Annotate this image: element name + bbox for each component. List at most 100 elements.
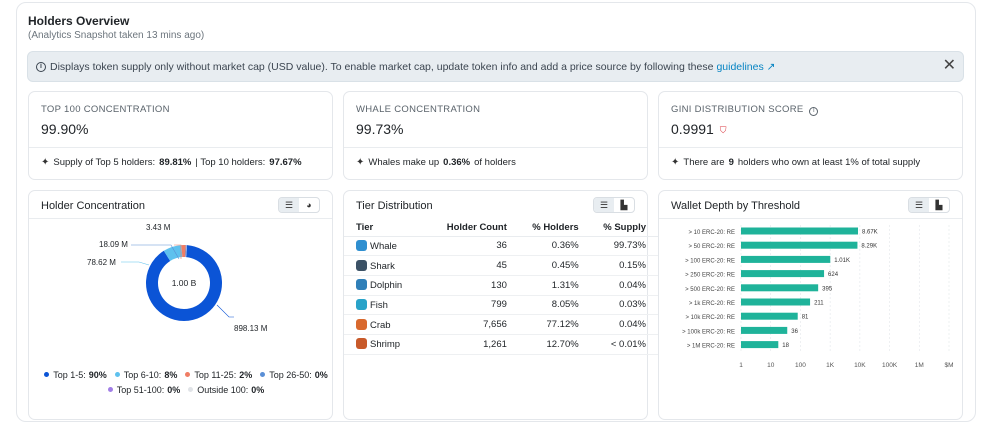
legend-label: Top 51-100: [117,385,165,395]
legend-label: Top 6-10: [124,370,162,380]
foot-value: 97.67% [269,157,301,168]
x-tick-label: 1M [915,362,924,369]
y-category-label: > 1k ERC-20: RE [689,301,735,307]
top100-concentration-card: TOP 100 CONCENTRATION 99.90% ✦ Supply of… [28,91,333,180]
depth-bar[interactable] [741,228,858,235]
legend-item[interactable]: Top 51-100:0% [108,385,181,395]
legend-value: 0% [167,385,180,395]
page-title: Holders Overview [28,14,129,28]
y-category-label: > 10 ERC-20: RE [688,230,735,236]
tier-name: Whale [370,241,397,252]
column-header[interactable]: Holder Count [430,219,519,236]
foot-text: of holders [474,157,516,168]
depth-bar[interactable] [741,242,857,249]
gini-value: 0.9991 [671,121,714,137]
bar-data-label: 211 [814,301,824,307]
tier-cell: Crab [344,315,430,335]
close-icon[interactable]: ✕ [943,57,956,75]
tier-count-cell: 1,261 [430,334,519,354]
tier-holders-cell: 8.05% [519,295,591,315]
tier-name: Fish [370,300,388,311]
bar-chart-icon[interactable]: ▙ [929,198,949,212]
tier-supply-cell: 0.03% [591,295,658,315]
foot-value: 89.81% [159,157,191,168]
legend-value: 0% [251,385,264,395]
tier-holders-cell: 77.12% [519,315,591,335]
legend-label: Top 1-5: [53,370,86,380]
legend-dot [115,372,120,377]
list-view-icon[interactable]: ☰ [594,198,614,212]
alert-text: Displays token supply only without marke… [50,61,713,73]
stat-value: 99.90% [41,121,88,137]
y-category-label: > 1M ERC-20: RE [687,344,735,350]
stat-label: GINI DISTRIBUTION SCORE i [671,104,818,116]
list-view-icon[interactable]: ☰ [909,198,929,212]
tier-name: Dolphin [370,280,402,291]
info-icon: i [36,62,46,72]
donut-legend: Top 1-5:90% Top 6-10:8% Top 11-25:2% Top 26… [29,369,343,380]
x-tick-label: 10K [854,362,866,369]
tier-supply-cell: 0.04% [591,275,658,295]
legend-item[interactable]: Top 1-5:90% [44,370,107,380]
depth-bar[interactable] [741,284,818,291]
x-tick-label: 1K [826,362,835,369]
donut-legend: Top 51-100:0%Outside 100:0% [29,384,343,395]
tier-supply-cell: 99.73% [591,236,658,256]
column-header[interactable]: % Supply [591,219,658,236]
tier-cell: Fish [344,295,430,315]
legend-dot [260,372,265,377]
depth-bar[interactable] [741,313,798,320]
column-header[interactable]: % Holders [519,219,591,236]
x-tick-label: 100K [882,362,898,369]
callout-label: 78.62 M [87,258,116,267]
depth-bar[interactable] [741,270,824,277]
gini-score-card: GINI DISTRIBUTION SCORE i 0.9991 ⛉ ✦ The… [658,91,963,180]
sparkle-icon: ✦ [356,157,364,168]
tier-holders-cell: 12.70% [519,334,591,354]
x-tick-label: 10 [767,362,775,369]
tier-cell: Dolphin [344,275,430,295]
donut-slice[interactable] [167,251,182,256]
legend-item[interactable]: Top 26-50:0% [260,370,328,380]
tier-count-cell: 7,656 [430,315,519,335]
depth-bar[interactable] [741,256,830,263]
legend-item[interactable]: Outside 100:0% [188,385,264,395]
tier-count-cell: 130 [430,275,519,295]
bar-data-label: 36 [791,329,798,335]
legend-value: 90% [89,370,107,380]
legend-label: Outside 100: [197,385,248,395]
tier-count-cell: 36 [430,236,519,256]
callout-label: 18.09 M [99,240,128,249]
depth-bar[interactable] [741,341,778,348]
tier-distribution-card: Tier Distribution ☰ ▙ Tier Holder Count … [343,190,648,420]
legend-item[interactable]: Top 11-25:2% [185,370,252,380]
y-category-label: > 100 ERC-20: RE [685,258,735,264]
column-header[interactable]: Tier [344,219,430,236]
list-view-icon[interactable]: ☰ [279,198,299,212]
donut-center-label: 1.00 B [172,278,197,288]
depth-bar[interactable] [741,299,810,306]
crab-icon [356,319,367,330]
bar-data-label: 8.29K [861,244,877,250]
stat-label: WHALE CONCENTRATION [356,104,480,115]
tier-count-cell: 45 [430,256,519,276]
pie-view-icon[interactable]: ◕ [299,198,319,212]
stat-label: TOP 100 CONCENTRATION [41,104,170,115]
legend-value: 0% [315,370,328,380]
depth-bar[interactable] [741,327,787,334]
bar-chart-icon[interactable]: ▙ [614,198,634,212]
foot-text: | Top 10 holders: [195,157,265,168]
legend-dot [44,372,49,377]
legend-item[interactable]: Top 6-10:8% [115,370,178,380]
card-title: Holder Concentration [41,200,145,212]
x-tick-label: 1 [739,362,743,369]
callout-label: 3.43 M [146,223,171,232]
info-icon[interactable]: i [809,107,818,116]
guidelines-link[interactable]: guidelines ↗ [716,61,775,73]
bar-data-label: 624 [828,272,839,278]
tier-supply-cell: 0.04% [591,315,658,335]
